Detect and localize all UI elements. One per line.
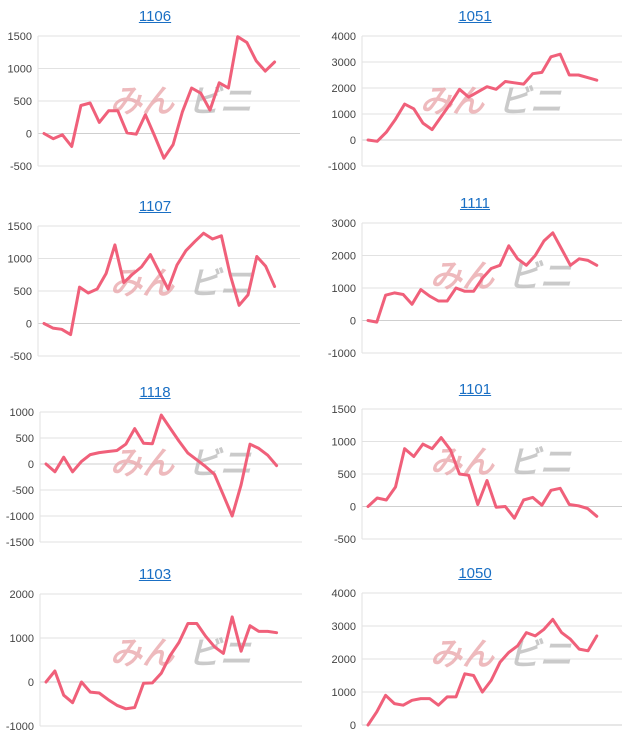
svg-text:みん: みん <box>110 82 175 120</box>
watermark-logo: みん ビニ <box>430 443 572 481</box>
chart-title-link[interactable]: 1118 <box>139 384 171 401</box>
line-chart: 1500 1000 500 0 -500 みん ビニ <box>8 221 300 363</box>
y-tick-label: -500 <box>334 534 356 546</box>
y-tick-label: -1000 <box>328 348 356 360</box>
chart-title-link[interactable]: 1050 <box>458 565 492 582</box>
chart-panel-1103: 1103 2000 1000 0 -1000 みん ビニ <box>0 566 310 736</box>
chart-panel-1111: 1111 3000 2000 1000 0 -1000 みん ビニ <box>320 195 630 363</box>
y-tick-label: -1000 <box>328 161 356 173</box>
svg-text:ビニ: ビニ <box>508 635 572 673</box>
y-tick-label: -1000 <box>6 721 34 733</box>
line-chart: 1500 1000 500 0 -500 みん ビニ <box>332 404 622 546</box>
y-tick-label: 500 <box>14 286 32 298</box>
y-tick-label: 3000 <box>332 57 356 69</box>
y-tick-label: 1500 <box>8 31 32 43</box>
svg-text:ビニ: ビニ <box>498 82 562 120</box>
chart-panel-1051: 1051 4000 3000 2000 1000 0 -1000 みん ビニ <box>320 8 630 176</box>
y-tick-label: 4000 <box>332 31 356 43</box>
watermark-logo: みん ビニ <box>110 264 252 302</box>
watermark-logo: みん ビニ <box>430 257 572 295</box>
watermark-logo: みん ビニ <box>110 444 252 482</box>
chart-panel-1101: 1101 1500 1000 500 0 -500 みん ビニ <box>320 381 630 549</box>
y-tick-label: -1500 <box>6 537 34 549</box>
y-tick-label: 2000 <box>332 83 356 95</box>
watermark-logo: みん ビニ <box>430 635 572 673</box>
y-tick-label: 1000 <box>8 64 32 76</box>
y-tick-label: 1000 <box>332 687 356 699</box>
chart-title-link[interactable]: 1106 <box>138 8 172 25</box>
y-tick-label: 3000 <box>332 218 356 230</box>
chart-title-link[interactable]: 1051 <box>458 8 492 25</box>
line-chart: 1500 1000 500 0 -500 みん ビニ <box>8 31 300 173</box>
y-tick-label: -1000 <box>6 511 34 523</box>
chart-title-link[interactable]: 1107 <box>138 198 172 215</box>
line-chart: 3000 2000 1000 0 -1000 みん ビニ <box>328 218 622 360</box>
y-tick-label: 2000 <box>332 654 356 666</box>
watermark-logo: みん ビニ <box>110 82 252 120</box>
y-tick-label: 1500 <box>332 404 356 416</box>
svg-text:みん: みん <box>110 444 175 482</box>
y-tick-label: 1000 <box>332 283 356 295</box>
series-line <box>366 52 599 143</box>
y-tick-label: 0 <box>350 502 356 514</box>
chart-title-link[interactable]: 1103 <box>138 566 172 583</box>
series-line <box>366 436 599 520</box>
y-tick-label: 1000 <box>10 407 34 419</box>
y-tick-label: -500 <box>12 485 34 497</box>
svg-text:ビニ: ビニ <box>188 634 252 672</box>
y-tick-label: 1500 <box>8 221 32 233</box>
y-tick-label: 2000 <box>332 251 356 263</box>
chart-panel-1107: 1107 1500 1000 500 0 -500 みん ビニ <box>0 198 310 366</box>
svg-text:ビニ: ビニ <box>188 82 252 120</box>
y-tick-label: 4000 <box>332 588 356 600</box>
y-tick-label: 0 <box>350 720 356 732</box>
chart-panel-1118: 1118 1000 500 0 -500 -1000 -1500 みん ビニ <box>0 384 310 552</box>
svg-text:みん: みん <box>430 635 495 673</box>
y-tick-label: 2000 <box>10 589 34 601</box>
svg-text:ビニ: ビニ <box>508 257 572 295</box>
svg-text:ビニ: ビニ <box>188 264 252 302</box>
y-tick-label: 0 <box>26 319 32 331</box>
y-tick-label: 0 <box>350 135 356 147</box>
chart-title-link[interactable]: 1111 <box>459 195 491 212</box>
line-chart: 2000 1000 0 -1000 みん ビニ <box>6 589 302 733</box>
chart-panel-1050: 1050 4000 3000 2000 1000 0 みん ビニ <box>320 565 630 735</box>
chart-title-link[interactable]: 1101 <box>458 381 492 398</box>
line-chart: 1000 500 0 -500 -1000 -1500 みん ビニ <box>6 407 302 549</box>
svg-text:ビニ: ビニ <box>508 443 572 481</box>
y-tick-label: 0 <box>350 316 356 328</box>
y-tick-label: 0 <box>28 677 34 689</box>
y-tick-label: 0 <box>26 129 32 141</box>
y-tick-label: 500 <box>338 469 356 481</box>
y-tick-label: 3000 <box>332 621 356 633</box>
y-tick-label: 1000 <box>332 437 356 449</box>
y-tick-label: 500 <box>16 433 34 445</box>
y-tick-label: 1000 <box>10 633 34 645</box>
watermark-logo: みん ビニ <box>110 634 252 672</box>
y-tick-label: 1000 <box>8 254 32 266</box>
y-tick-label: 1000 <box>332 109 356 121</box>
line-chart: 4000 3000 2000 1000 0 みん ビニ <box>332 588 622 732</box>
y-tick-label: -500 <box>10 161 32 173</box>
chart-panel-1106: 1106 1500 1000 500 0 -500 みん ビニ <box>0 8 310 176</box>
y-tick-label: -500 <box>10 351 32 363</box>
series-line <box>42 35 277 160</box>
y-tick-label: 0 <box>28 459 34 471</box>
y-tick-label: 500 <box>14 96 32 108</box>
